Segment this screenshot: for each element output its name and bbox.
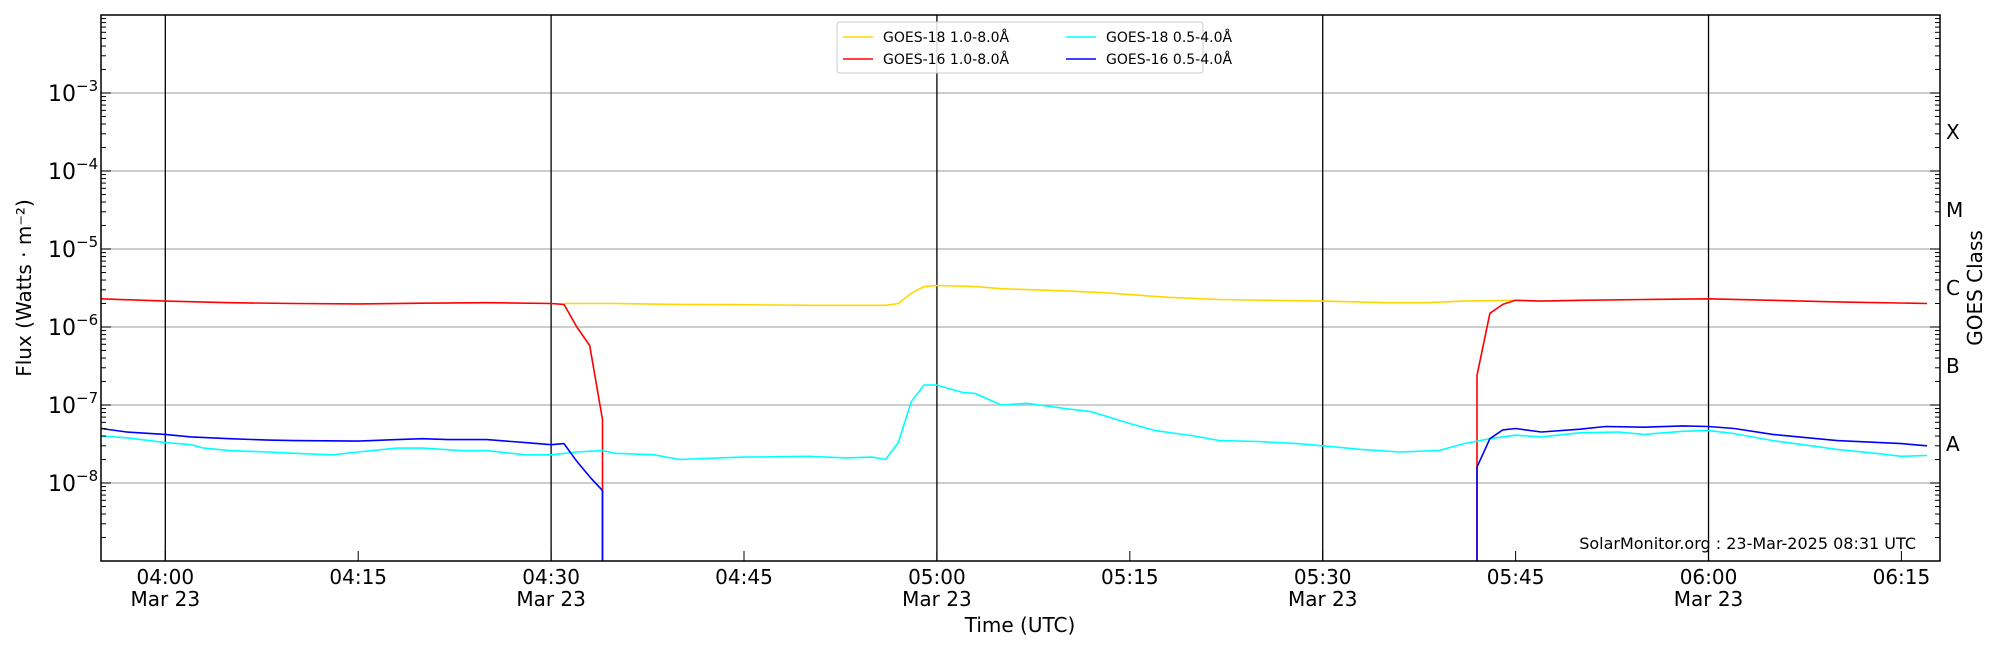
x-axis-label: Time (UTC) <box>964 613 1076 637</box>
x-tick-label: 06:00 <box>1680 565 1738 589</box>
y-tick-exponent: −8 <box>76 467 98 485</box>
goes-class-label: B <box>1946 354 1960 378</box>
legend-label: GOES-18 0.5-4.0Å <box>1106 29 1232 46</box>
right-axis-label: GOES Class <box>1963 230 1987 346</box>
y-axis-label: Flux (Watts · m⁻²) <box>12 199 36 377</box>
series-line-goes-18-0-5-4-0- <box>101 384 1928 461</box>
goes-class-label: A <box>1946 432 1960 456</box>
legend: GOES-18 1.0-8.0Å GOES-16 1.0-8.0Å GOES-18 … <box>836 21 1232 74</box>
legend-box <box>836 21 1204 74</box>
x-tick-date-label: Mar 23 <box>902 587 972 611</box>
legend-label: GOES-16 1.0-8.0Å <box>883 51 1009 68</box>
x-tick-label: 04:30 <box>522 565 580 589</box>
x-tick-label: 04:45 <box>715 565 773 589</box>
series-line-goes-16-1-0-8-0- <box>101 298 1928 561</box>
x-tick-date-label: Mar 23 <box>1288 587 1358 611</box>
y-tick-base: 10 <box>48 238 76 263</box>
x-tick-label: 05:00 <box>908 565 966 589</box>
legend-label: GOES-16 0.5-4.0Å <box>1106 51 1232 68</box>
goes-class-label: X <box>1946 120 1960 144</box>
y-tick-exponent: −5 <box>76 233 98 251</box>
x-tick-label: 05:30 <box>1294 565 1352 589</box>
series-line-goes-18-1-0-8-0- <box>564 284 1516 307</box>
y-tick-label: 10−4 <box>48 155 98 185</box>
y-tick-exponent: −4 <box>76 155 98 173</box>
goes-class-label: M <box>1946 198 1963 222</box>
plot-frame <box>100 14 1941 562</box>
y-tick-exponent: −6 <box>76 311 98 329</box>
x-tick-label: 04:00 <box>136 565 194 589</box>
y-tick-base: 10 <box>48 82 76 107</box>
y-tick-label: 10−6 <box>48 311 98 341</box>
y-tick-base: 10 <box>48 160 76 185</box>
watermark: SolarMonitor.org : 23-Mar-2025 08:31 UTC <box>1579 534 1916 553</box>
axis-ticks <box>101 14 1940 562</box>
goes-class-label: C <box>1946 276 1960 300</box>
x-tick-label: 04:15 <box>329 565 387 589</box>
x-tick-date-label: Mar 23 <box>516 587 586 611</box>
y-tick-exponent: −7 <box>76 389 98 407</box>
y-tick-label: 10−8 <box>48 467 98 497</box>
y-tick-label: 10−5 <box>48 233 98 263</box>
series-lines <box>101 284 1928 561</box>
y-tick-label: 10−3 <box>48 77 98 107</box>
y-tick-base: 10 <box>48 394 76 419</box>
y-tick-labels: 10−310−410−510−610−710−8 <box>48 77 98 497</box>
x-tick-label: 05:45 <box>1487 565 1545 589</box>
y-tick-exponent: −3 <box>76 77 98 95</box>
y-tick-label: 10−7 <box>48 389 98 419</box>
x-tick-date-label: Mar 23 <box>131 587 201 611</box>
x-tick-label: 05:15 <box>1101 565 1159 589</box>
series-line-goes-16-0-5-4-0- <box>101 425 1928 561</box>
goes-class-labels: X M C B A <box>1946 120 1963 456</box>
x-tick-label: 06:15 <box>1873 565 1931 589</box>
grid <box>101 92 1940 484</box>
vertical-time-lines <box>164 15 1710 561</box>
x-tick-date-label: Mar 23 <box>1674 587 1744 611</box>
legend-label: GOES-18 1.0-8.0Å <box>883 29 1009 46</box>
y-tick-base: 10 <box>48 472 76 497</box>
y-tick-base: 10 <box>48 316 76 341</box>
